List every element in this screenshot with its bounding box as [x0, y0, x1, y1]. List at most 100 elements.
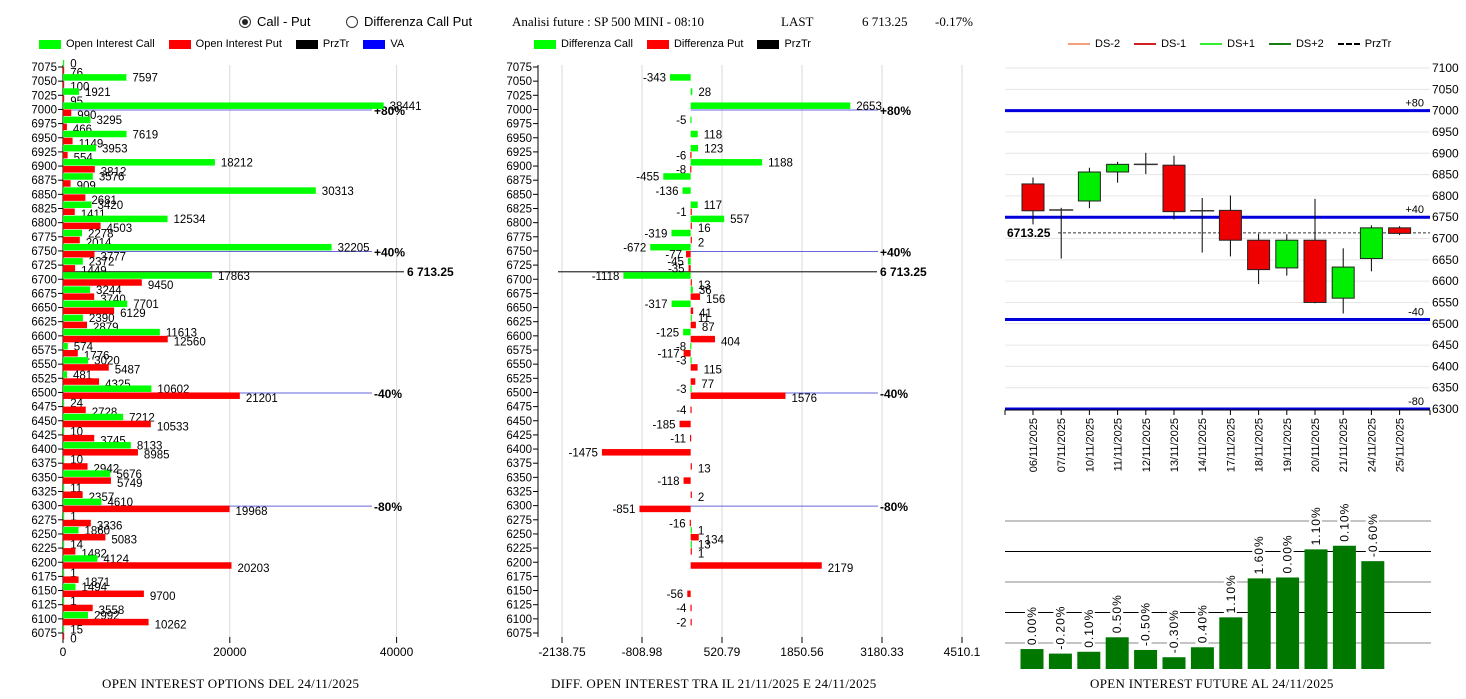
- chart-candlestick: 6300 6350 6400 6450 6500 6550 6600 6650 6700 6750…: [1004, 61, 1459, 472]
- y-tick-label: 6550: [506, 359, 532, 371]
- bar-call: [683, 328, 691, 336]
- y-tick-label: 6650: [506, 303, 532, 315]
- bar-call-label: 28: [698, 87, 711, 99]
- x-tick-label: 17/11/2025: [1225, 418, 1237, 472]
- bar-call: [682, 187, 691, 194]
- y-tick-label: 6775: [506, 232, 532, 244]
- future-bar: [1276, 577, 1300, 669]
- y-tick-label: 6375: [506, 458, 532, 470]
- swatch: [363, 39, 386, 49]
- band-label: -40: [1408, 306, 1424, 318]
- future-bar: [1190, 647, 1214, 669]
- bar-put-label: 5749: [117, 478, 143, 490]
- bar-call-label: 117: [704, 200, 722, 212]
- y-tick-label: 6875: [506, 175, 532, 187]
- bar-call: [623, 272, 691, 279]
- bar-call: [63, 300, 128, 308]
- y-tick-label: 6100: [506, 614, 532, 626]
- bar-put-label: -4: [676, 405, 687, 417]
- bar-call: [63, 498, 102, 506]
- y-tick-label: 6950: [31, 133, 57, 145]
- bar-call: [63, 159, 215, 166]
- bar-put-label: 5083: [111, 534, 137, 546]
- y-tick-label: 7050: [1432, 82, 1459, 96]
- bar-put: [690, 378, 696, 385]
- bar-call-label: -343: [643, 73, 666, 85]
- bar-put-label: 20203: [237, 563, 269, 575]
- radio-label: Differenza Call Put: [364, 14, 473, 29]
- bar-call: [63, 229, 82, 237]
- bar-call: [690, 201, 698, 208]
- bar-call: [63, 555, 98, 562]
- y-tick-label: 6600: [31, 331, 57, 343]
- bar-call: [690, 159, 763, 166]
- radio-call-put[interactable]: Call - Put: [239, 14, 310, 29]
- y-tick-label: 6400: [506, 444, 532, 456]
- y-tick-label: 6475: [506, 402, 532, 414]
- bar-put-label: 9450: [148, 280, 174, 292]
- price-label: 6 713.25: [880, 265, 927, 279]
- y-tick-label: 6625: [31, 317, 57, 329]
- last-value: 6 713.25: [862, 14, 908, 29]
- bar-call: [63, 74, 127, 81]
- bar-put: [63, 477, 111, 484]
- bar-put-label: 13: [698, 280, 711, 292]
- legend-item-ds-2: DS-2: [1068, 38, 1120, 50]
- candle-up: [1106, 163, 1130, 173]
- bar-put: [63, 151, 68, 159]
- bar-put: [690, 562, 822, 569]
- x-tick-label: -808.98: [622, 645, 663, 658]
- bar-put-label: 41: [699, 308, 712, 320]
- radio-differenza-call-put[interactable]: Differenza Call Put: [346, 14, 472, 29]
- bar-put: [690, 392, 786, 399]
- bar-call: [63, 470, 111, 477]
- bar-put: [63, 633, 65, 640]
- bar-put: [690, 321, 696, 329]
- candle-down: [1247, 239, 1271, 271]
- bar-put: [690, 151, 692, 159]
- future-bar-label: -0.30%: [1167, 609, 1181, 653]
- bar-put: [63, 81, 65, 88]
- bar-put-label: -11: [670, 433, 686, 445]
- bar-call-label: 36: [699, 285, 712, 297]
- candle-up: [1331, 266, 1355, 299]
- bar-call-label: 557: [730, 214, 749, 226]
- bar-call-label: -8: [676, 342, 686, 354]
- bar-put: [63, 463, 88, 470]
- radio-label: Call - Put: [257, 14, 311, 29]
- y-tick-label: 6925: [31, 147, 57, 159]
- legend-label: PrzTr: [1364, 38, 1392, 50]
- bar-put: [63, 265, 76, 272]
- bar-put: [63, 166, 95, 173]
- price-label: 6713.25: [1007, 226, 1051, 240]
- bar-put: [63, 618, 149, 626]
- y-tick-label: 6575: [31, 345, 57, 357]
- candle-down: [1162, 164, 1186, 213]
- y-tick-label: 6875: [31, 175, 57, 187]
- y-tick-label: 6125: [31, 600, 57, 612]
- y-tick-label: 6300: [506, 501, 532, 513]
- bar-put: [690, 222, 692, 230]
- y-tick-label: 6975: [506, 119, 532, 131]
- swatch: [534, 39, 556, 49]
- bar-put-label: 1776: [84, 351, 110, 363]
- bar-put: [63, 449, 138, 456]
- swatch: [757, 39, 780, 49]
- chart-diff-open-interest: -2138.75 -808.98 520.79 1850.56 3180.33 4510.…: [506, 62, 980, 658]
- y-tick-label: 6950: [506, 133, 532, 145]
- y-tick-label: 7050: [506, 76, 532, 88]
- bar-put-label: 115: [704, 365, 722, 377]
- future-bar: [1361, 561, 1385, 669]
- va-reference-label: +80%: [880, 104, 911, 118]
- bar-call: [63, 328, 160, 336]
- bar-call-label: 1921: [85, 87, 111, 99]
- future-bar: [1247, 578, 1271, 669]
- y-tick-label: 6675: [506, 288, 532, 300]
- y-tick-label: 6200: [506, 557, 532, 569]
- y-tick-label: 6075: [31, 628, 57, 640]
- bar-put-label: 13: [698, 464, 711, 476]
- y-tick-label: 6400: [31, 444, 57, 456]
- bar-call: [63, 484, 65, 491]
- bar-put-label: -118: [657, 476, 679, 488]
- bar-call: [63, 456, 65, 463]
